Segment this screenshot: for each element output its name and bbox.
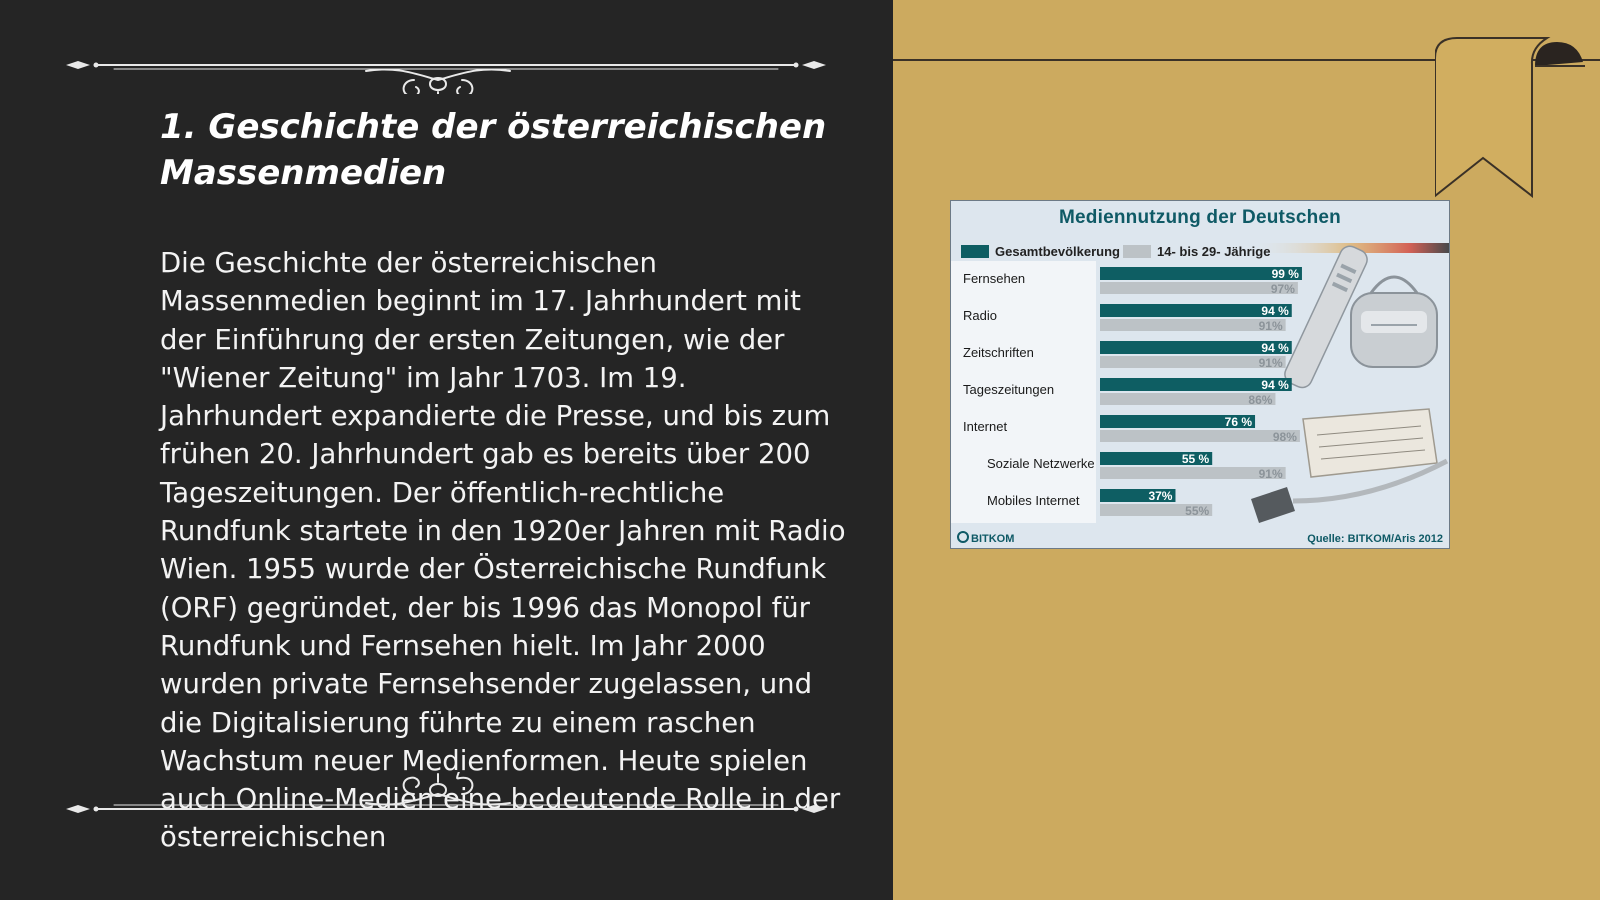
bar-primary	[1100, 489, 1176, 502]
bitkom-logo-text: BITKOM	[971, 533, 1014, 545]
category-label: Soziale Netzwerke	[987, 456, 1095, 471]
legend-label-primary: Gesamtbevölkerung	[995, 244, 1120, 259]
cable-plug-icon	[1251, 458, 1449, 523]
chart-title: Mediennutzung der Deutschen	[1059, 207, 1341, 228]
bar-secondary	[1100, 356, 1286, 368]
legend-swatch-secondary	[1123, 245, 1151, 258]
bar-secondary	[1100, 430, 1300, 442]
bar-secondary	[1100, 467, 1286, 479]
bar-primary	[1100, 304, 1292, 317]
bar-secondary	[1100, 319, 1286, 331]
bar-primary-label: 76 %	[1225, 415, 1253, 429]
bar-primary-label: 37%	[1148, 489, 1172, 503]
bar-secondary-label: 97%	[1271, 282, 1295, 296]
bar-primary-label: 55 %	[1182, 452, 1210, 466]
left-panel: 1. Geschichte der österreichischen Masse…	[0, 0, 893, 900]
legend-label-secondary: 14- bis 29- Jährige	[1157, 244, 1270, 259]
bar-primary	[1100, 452, 1213, 465]
radio-icon	[1350, 275, 1438, 368]
media-usage-chart: Gesamtbevölkerung 14- bis 29- Jährige Fer…	[950, 200, 1450, 549]
chart-source: Quelle: BITKOM/Aris 2012	[1307, 533, 1443, 545]
bar-primary-label: 94 %	[1261, 378, 1289, 392]
bar-primary-label: 99 %	[1272, 267, 1300, 281]
bottom-ornament	[66, 772, 826, 813]
bar-secondary-label: 91%	[1259, 467, 1283, 481]
chart-bars: Fernsehen 99 %97%Radio 94 %91%Zeitschrifte…	[963, 267, 1302, 518]
legend-swatch-primary	[961, 245, 989, 258]
category-column-background	[951, 261, 1096, 523]
bar-primary	[1100, 415, 1256, 428]
bar-primary	[1100, 267, 1302, 280]
top-ornament	[66, 61, 826, 94]
bar-primary-label: 94 %	[1261, 304, 1289, 318]
bookmark-icon	[1435, 37, 1585, 198]
bar-primary-label: 94 %	[1261, 341, 1289, 355]
newspaper-icon	[1302, 408, 1438, 478]
category-label: Radio	[963, 308, 997, 323]
bar-secondary	[1100, 504, 1213, 516]
media-illustration	[1251, 245, 1449, 523]
category-label: Zeitschriften	[963, 345, 1034, 360]
bitkom-logo-icon	[957, 531, 969, 543]
category-label: Fernsehen	[963, 271, 1025, 286]
bar-secondary	[1100, 282, 1298, 294]
divider-line	[893, 59, 1600, 61]
chart-footer: BITKOM Quelle: BITKOM/Aris 2012	[957, 531, 1443, 545]
chart-canvas: Gesamtbevölkerung 14- bis 29- Jährige Fer…	[951, 243, 1449, 545]
bar-primary	[1100, 341, 1292, 354]
chart-legend: Gesamtbevölkerung 14- bis 29- Jährige	[961, 244, 1270, 259]
bar-primary	[1100, 378, 1292, 391]
bar-secondary	[1100, 393, 1276, 405]
category-label: Tageszeitungen	[963, 382, 1054, 397]
category-label: Mobiles Internet	[987, 493, 1080, 508]
bar-secondary-label: 91%	[1259, 356, 1283, 370]
bar-secondary-label: 91%	[1259, 319, 1283, 333]
slide-title: 1. Geschichte der österreichischen Masse…	[160, 107, 827, 193]
remote-control-icon	[1284, 245, 1368, 389]
bar-secondary-label: 86%	[1248, 393, 1272, 407]
bar-secondary-label: 55%	[1185, 504, 1209, 518]
slide-body-text: Die Geschichte der österreichischen Mass…	[160, 247, 846, 854]
bar-secondary-label: 98%	[1273, 430, 1297, 444]
category-label: Internet	[963, 419, 1007, 434]
